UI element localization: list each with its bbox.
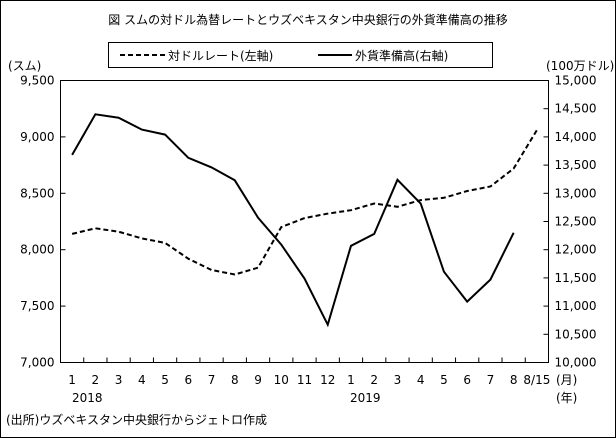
x-tick-label: 8 bbox=[231, 373, 239, 387]
x-tick-label: 8 bbox=[510, 373, 518, 387]
x-tick-label: 7 bbox=[487, 373, 495, 387]
year-label-2018: 2018 bbox=[72, 391, 103, 405]
x-tick-label: 12 bbox=[320, 373, 335, 387]
x-tick-label: 6 bbox=[184, 373, 192, 387]
x-tick-label: 2 bbox=[370, 373, 378, 387]
right-tick-label: 10,500 bbox=[555, 327, 597, 341]
left-tick-label: 7,000 bbox=[20, 356, 54, 370]
right-tick-label: 13,000 bbox=[555, 186, 597, 200]
chart-title: 図 スムの対ドル為替レートとウズベキスタン中央銀行の外貨準備高の推移 bbox=[108, 12, 507, 27]
x-tick-label: 3 bbox=[115, 373, 123, 387]
x-tick-label: 10 bbox=[274, 373, 289, 387]
right-tick-label: 14,000 bbox=[555, 130, 597, 144]
x-tick-label: 5 bbox=[440, 373, 448, 387]
left-tick-label: 8,000 bbox=[20, 243, 54, 257]
right-tick-label: 11,500 bbox=[555, 271, 597, 285]
x-tick-label: 11 bbox=[297, 373, 312, 387]
x-tick-label: 1 bbox=[68, 373, 76, 387]
legend-box bbox=[108, 42, 493, 68]
left-tick-label: 9,500 bbox=[20, 74, 54, 88]
x-tick-label: 4 bbox=[138, 373, 146, 387]
legend-label-reserves: 外貨準備高(右軸) bbox=[355, 48, 448, 63]
year-label-2019: 2019 bbox=[350, 391, 381, 405]
right-tick-label: 13,500 bbox=[555, 158, 597, 172]
x-unit-year: (年) bbox=[556, 391, 577, 405]
right-tick-label: 15,000 bbox=[555, 74, 597, 88]
x-tick-label: 5 bbox=[161, 373, 169, 387]
right-tick-label: 14,500 bbox=[555, 102, 597, 116]
x-tick-label: 8/15 bbox=[523, 373, 550, 387]
x-tick-label: 2 bbox=[92, 373, 100, 387]
series-line-reserves bbox=[71, 113, 515, 328]
left-tick-label: 7,500 bbox=[20, 299, 54, 313]
source-note: (出所)ウズベキスタン中央銀行からジェトロ作成 bbox=[6, 412, 267, 427]
right-tick-label: 12,000 bbox=[555, 243, 597, 257]
right-axis-label: (100万ドル) bbox=[546, 59, 614, 73]
x-tick-label: 9 bbox=[254, 373, 262, 387]
x-tick-label: 6 bbox=[463, 373, 471, 387]
x-tick-label: 7 bbox=[208, 373, 216, 387]
left-tick-label: 8,500 bbox=[20, 186, 54, 200]
right-tick-label: 12,500 bbox=[555, 215, 597, 229]
left-tick-label: 9,000 bbox=[20, 130, 54, 144]
right-tick-label: 10,000 bbox=[555, 356, 597, 370]
x-tick-label: 1 bbox=[347, 373, 355, 387]
right-tick-label: 11,000 bbox=[555, 299, 597, 313]
x-unit-month: (月) bbox=[556, 373, 577, 387]
x-tick-label: 4 bbox=[417, 373, 425, 387]
legend: 対ドルレート(左軸) 外貨準備高(右軸) bbox=[108, 42, 493, 68]
left-axis-label: (スム) bbox=[8, 59, 41, 73]
legend-label-rate: 対ドルレート(左軸) bbox=[168, 48, 273, 63]
x-tick-label: 3 bbox=[394, 373, 402, 387]
